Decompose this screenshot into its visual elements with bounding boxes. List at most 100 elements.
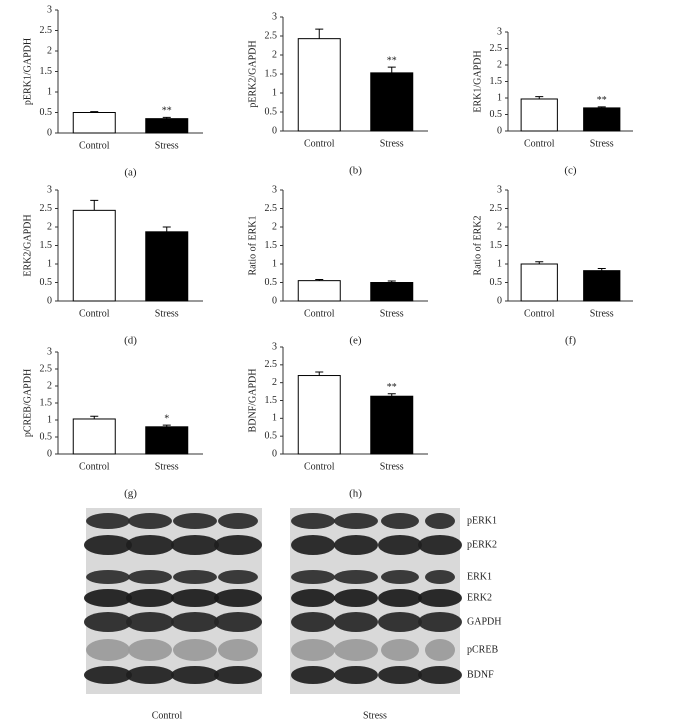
blot-band [381,513,419,529]
y-tick-label: 0.5 [40,431,53,442]
panel-caption: (e) [349,335,362,347]
bar [72,418,116,455]
blot-row-label: pERK2 [467,539,497,550]
y-tick-label: 3 [47,4,52,15]
bar [297,38,341,132]
blot-band [334,589,378,607]
blot-band [334,535,378,555]
blot-band [334,513,378,529]
y-tick-label: 0 [497,125,502,136]
y-tick-label: 0.5 [490,109,503,120]
y-tick-label: 2.5 [40,25,53,36]
blot-row-label: GAPDH [467,616,501,627]
x-tick-label: Control [79,140,110,151]
blot-band [218,513,258,529]
blot-band [378,666,422,684]
y-tick-label: 2.5 [40,363,53,374]
y-tick-label: 1.5 [40,397,53,408]
y-tick-label: 0 [272,125,277,136]
x-tick-label: Stress [155,140,179,151]
y-axis-label: pERK2/GAPDH [247,40,258,107]
y-tick-label: 1.5 [265,240,278,251]
y-axis-label: ERK2/GAPDH [22,214,33,276]
y-tick-label: 1.5 [265,68,278,79]
error-bar [387,393,396,397]
bar [72,112,116,134]
y-tick-label: 0.5 [265,430,278,441]
y-tick-label: 2 [47,221,52,232]
panel-caption: (d) [124,335,137,347]
x-tick-label: Stress [155,461,179,472]
panel-caption: (b) [349,165,362,177]
error-bar [597,106,606,108]
blot-band [214,535,262,555]
blot-row-label: ERK1 [467,571,492,582]
y-tick-label: 2.5 [40,203,53,214]
panel-caption: (h) [349,488,362,500]
y-tick-label: 0.5 [40,277,53,288]
bar [145,231,189,302]
blot-band [173,513,217,529]
blot-band [291,589,335,607]
blot-band [334,570,378,584]
blot-band [378,589,422,607]
blot-band [86,639,130,661]
blot-band [126,666,174,684]
bar [370,282,414,302]
y-axis-label: ERK1/GAPDH [472,50,483,112]
error-bar [315,279,324,281]
y-tick-label: 0.5 [265,277,278,288]
y-axis-label: Ratio of ERK1 [247,216,258,276]
blot-band [173,639,217,661]
blot-row-label: pCREB [467,644,498,655]
blot-band [173,570,217,584]
blot-band [214,589,262,607]
bar [370,72,414,132]
blot-band [126,535,174,555]
y-tick-label: 2 [497,59,502,70]
bar [145,118,189,134]
y-tick-label: 0.5 [265,106,278,117]
panel-caption: (c) [564,165,577,177]
bar [72,209,116,302]
y-tick-label: 2.5 [265,203,278,214]
error-bar [162,424,171,427]
y-tick-label: 2.5 [490,203,503,214]
y-tick-label: 3 [47,346,52,357]
error-bar [90,415,99,419]
blot-band [291,639,335,661]
x-tick-label: Control [79,461,110,472]
blot-row-label: ERK2 [467,592,492,603]
y-tick-label: 2 [497,221,502,232]
y-tick-label: 2.5 [490,43,503,54]
blot-band [334,612,378,632]
x-tick-label: Stress [590,308,614,319]
y-tick-label: 0 [272,448,277,459]
x-tick-label: Stress [155,308,179,319]
x-tick-label: Stress [380,308,404,319]
blot-band [334,639,378,661]
error-bar [387,66,396,73]
blot-band [218,570,258,584]
significance-label: ** [387,382,397,393]
error-bar [162,116,171,119]
significance-label: * [164,413,169,424]
error-bar [90,111,99,113]
y-tick-label: 3 [272,11,277,22]
blot-band [128,639,172,661]
blot-band [84,612,132,632]
error-bar [535,96,544,99]
y-axis-label: Ratio of ERK2 [472,216,483,276]
y-tick-label: 1 [272,87,277,98]
blot-band [291,535,335,555]
y-tick-label: 1 [272,258,277,269]
panel-caption: (g) [124,488,137,500]
y-tick-label: 2 [272,221,277,232]
blot-band [418,589,462,607]
y-tick-label: 2 [47,45,52,56]
error-bar [535,261,544,264]
error-bar [315,28,324,39]
x-tick-label: Control [304,308,335,319]
bar [297,375,341,455]
